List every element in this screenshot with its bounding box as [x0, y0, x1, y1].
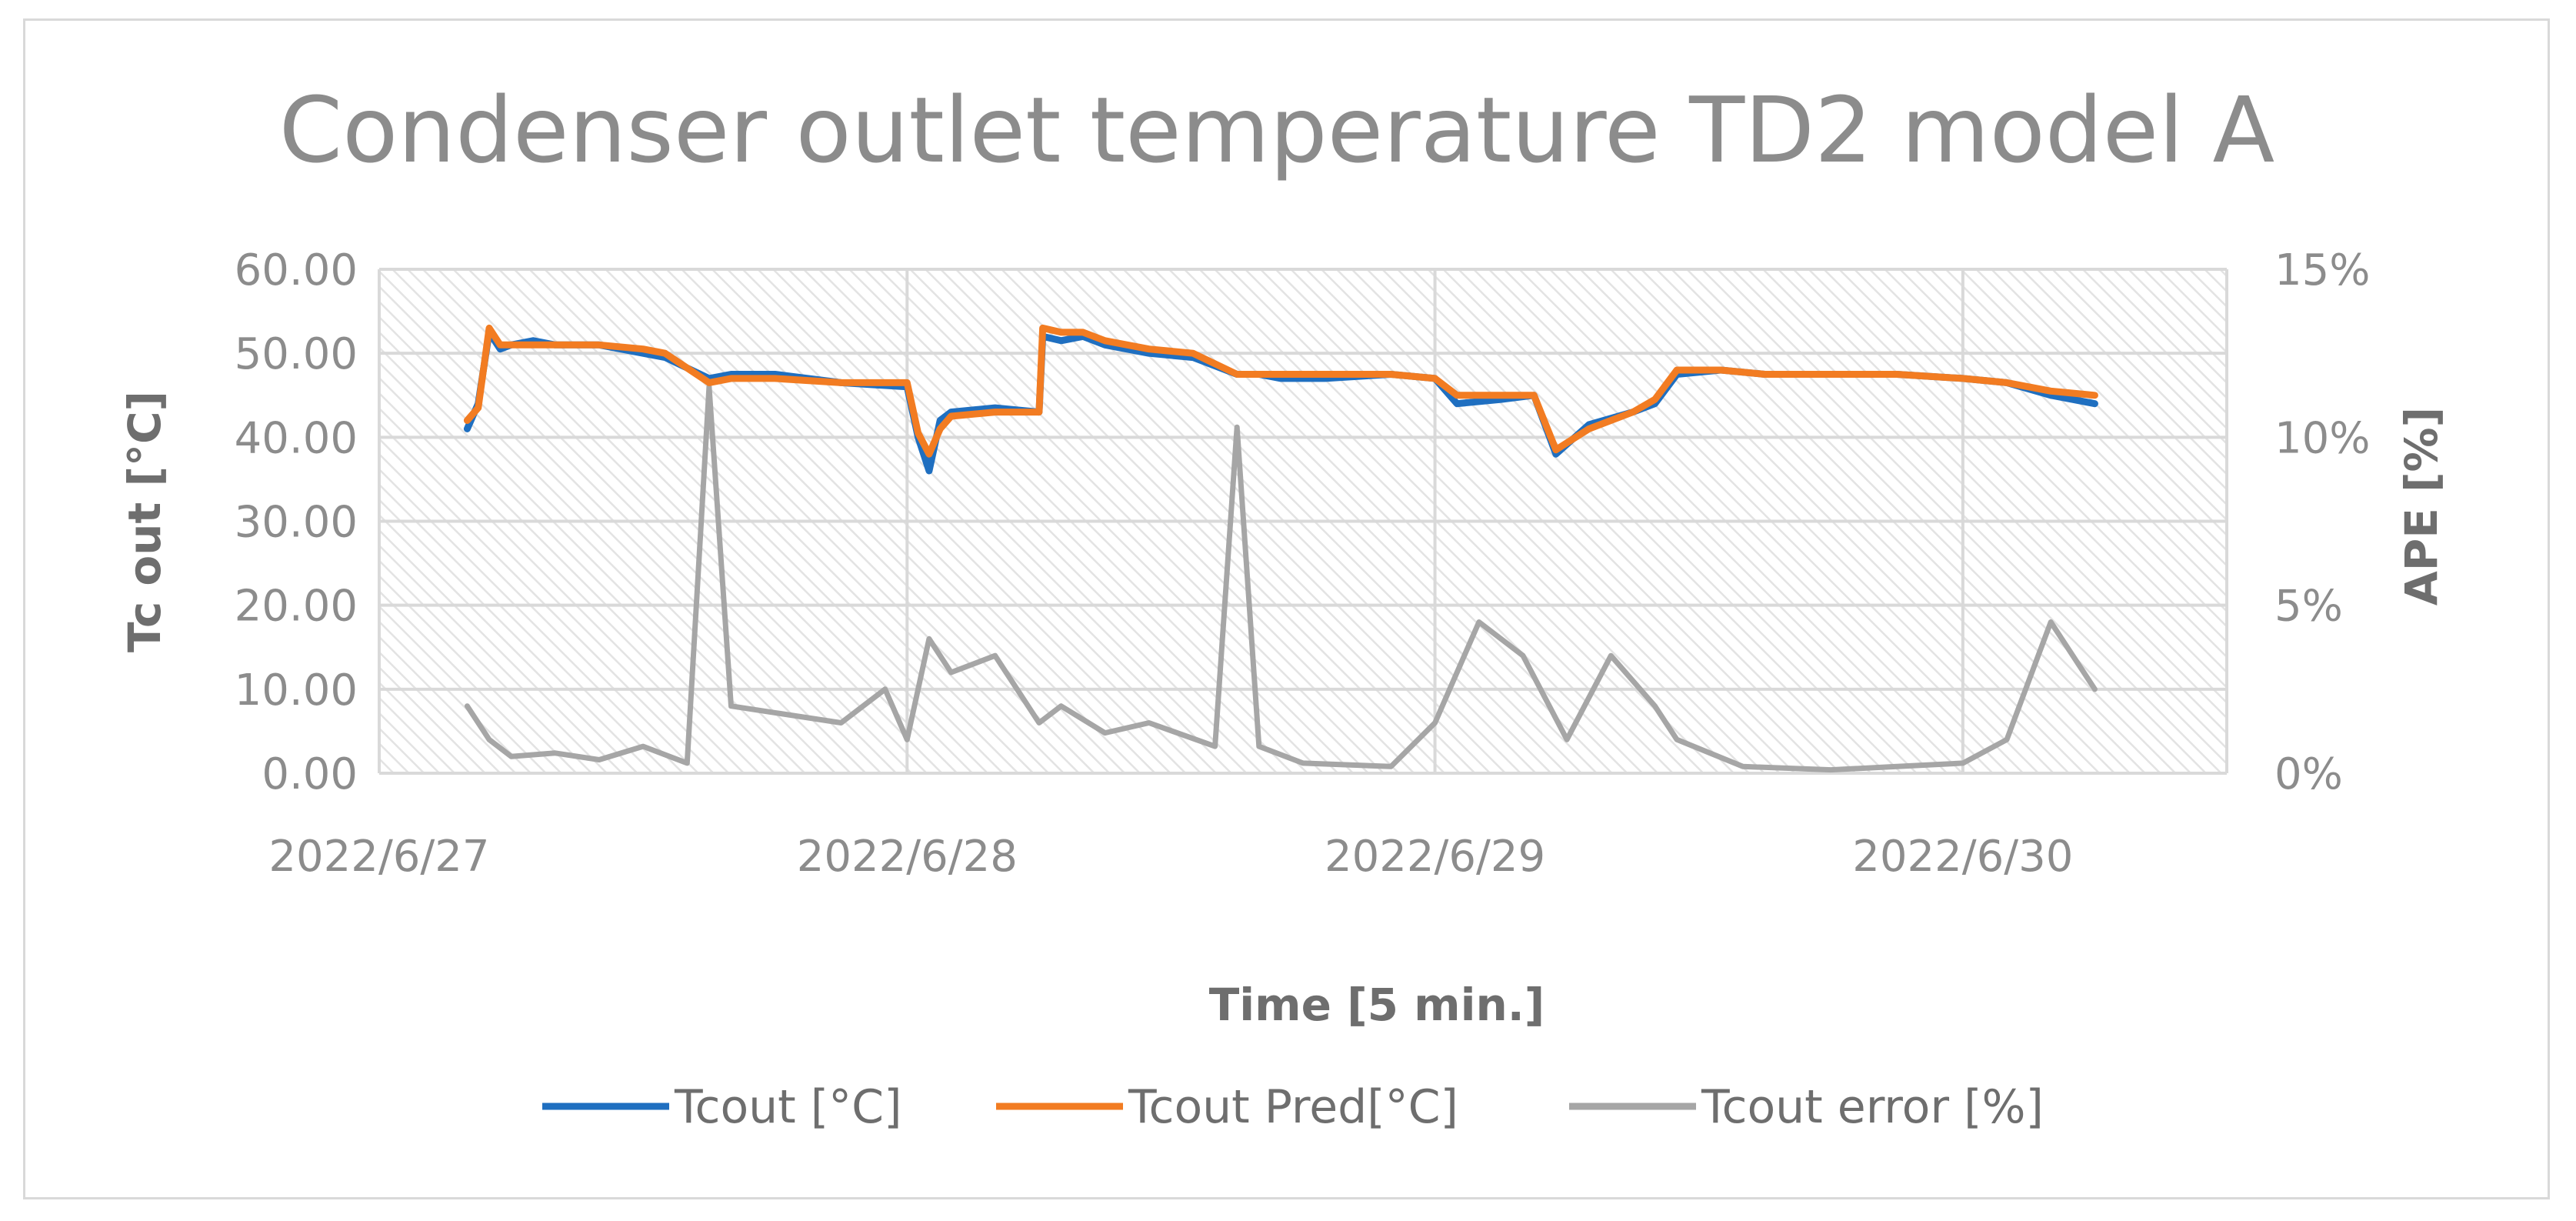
series-layer [463, 324, 2098, 773]
x-tick-label: 2022/6/27 [268, 832, 489, 882]
series-line-1 [463, 324, 2098, 458]
y2-tick-label: 15% [2274, 245, 2370, 295]
y-tick-label: 40.00 [235, 413, 358, 463]
x-axis-ticks: 2022/6/27 2022/6/28 2022/6/29 2022/6/30 [268, 832, 2073, 882]
y-tick-label: 50.00 [235, 329, 358, 379]
y-tick-label: 30.00 [235, 498, 358, 548]
y-tick-label: 0.00 [262, 749, 358, 799]
legend-label: Tcout error [%] [1701, 1080, 2044, 1134]
y2-tick-label: 10% [2274, 413, 2370, 463]
legend: Tcout [°C] Tcout Pred[°C] Tcout error [%] [542, 1080, 2044, 1134]
x-tick-label: 2022/6/30 [1852, 832, 2073, 882]
y-tick-label: 10.00 [235, 666, 358, 716]
x-gridlines [378, 269, 2228, 773]
x-tick-label: 2022/6/28 [797, 832, 1018, 882]
series-line-2 [464, 384, 2098, 773]
y2-axis-title: APE [%] [2395, 407, 2448, 605]
y-tick-label: 20.00 [235, 582, 358, 632]
legend-label: Tcout [°C] [674, 1080, 902, 1134]
x-tick-label: 2022/6/29 [1325, 832, 1545, 882]
y-axis-title: Tc out [°C] [118, 391, 171, 652]
y2-tick-label: 0% [2274, 749, 2343, 799]
x-axis-title: Time [5 min.] [1209, 979, 1545, 1031]
legend-label: Tcout Pred[°C] [1128, 1080, 1458, 1134]
y-gridlines [379, 268, 2227, 775]
chart-title: Condenser outlet temperature TD2 model A [279, 77, 2275, 183]
y2-axis-ticks: 0% 5% 10% 15% [2274, 245, 2370, 799]
y-tick-label: 60.00 [235, 245, 358, 295]
y2-tick-label: 5% [2274, 582, 2343, 632]
y-axis-ticks: 0.00 10.00 20.00 30.00 40.00 50.00 60.00 [235, 245, 358, 799]
